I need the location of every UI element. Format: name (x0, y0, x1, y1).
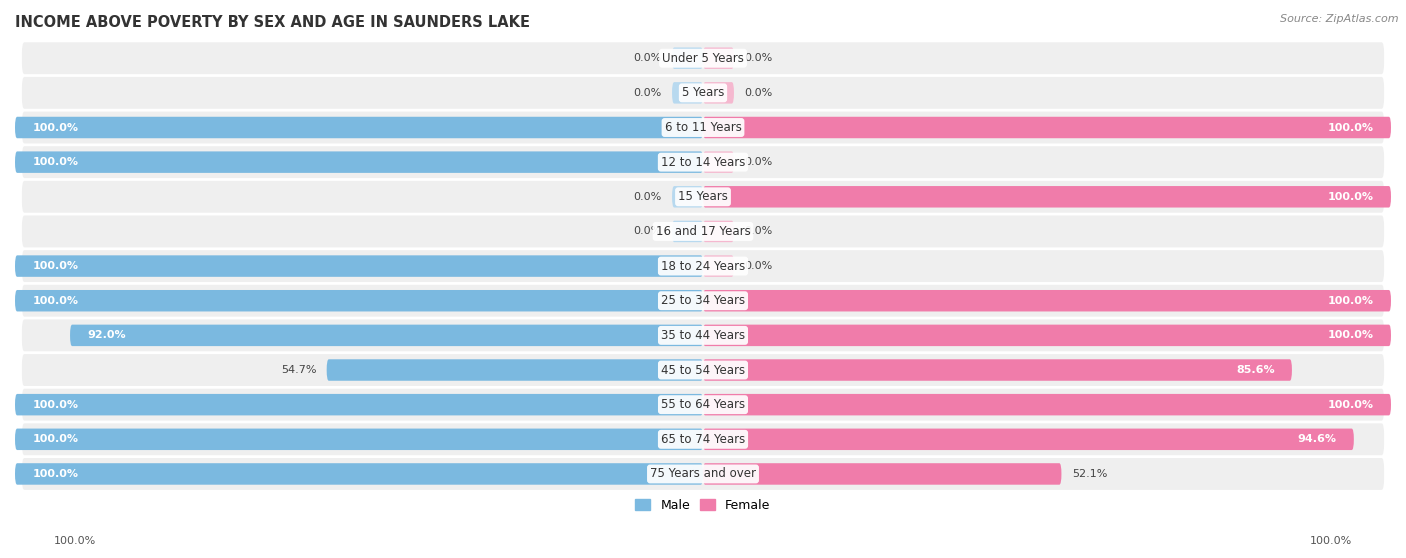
Text: 6 to 11 Years: 6 to 11 Years (665, 121, 741, 134)
Text: 100.0%: 100.0% (32, 469, 79, 479)
Text: 0.0%: 0.0% (634, 88, 662, 98)
Text: 100.0%: 100.0% (1310, 536, 1353, 546)
FancyBboxPatch shape (703, 82, 734, 104)
FancyBboxPatch shape (22, 42, 1384, 74)
FancyBboxPatch shape (15, 463, 703, 485)
FancyBboxPatch shape (15, 290, 703, 311)
FancyBboxPatch shape (15, 117, 703, 138)
FancyBboxPatch shape (22, 250, 1384, 282)
FancyBboxPatch shape (22, 319, 1384, 352)
FancyBboxPatch shape (15, 256, 703, 277)
Text: 100.0%: 100.0% (1327, 330, 1374, 340)
Text: 0.0%: 0.0% (744, 88, 772, 98)
FancyBboxPatch shape (703, 256, 734, 277)
Text: 0.0%: 0.0% (744, 227, 772, 237)
FancyBboxPatch shape (703, 186, 1391, 208)
Text: 55 to 64 Years: 55 to 64 Years (661, 398, 745, 411)
FancyBboxPatch shape (703, 290, 1391, 311)
FancyBboxPatch shape (22, 458, 1384, 490)
FancyBboxPatch shape (15, 394, 703, 415)
FancyBboxPatch shape (672, 186, 703, 208)
FancyBboxPatch shape (703, 151, 734, 173)
FancyBboxPatch shape (22, 285, 1384, 316)
FancyBboxPatch shape (672, 47, 703, 69)
FancyBboxPatch shape (672, 221, 703, 242)
Text: 18 to 24 Years: 18 to 24 Years (661, 259, 745, 272)
Text: 94.6%: 94.6% (1298, 434, 1337, 444)
Text: Under 5 Years: Under 5 Years (662, 52, 744, 65)
FancyBboxPatch shape (22, 77, 1384, 109)
Text: 100.0%: 100.0% (32, 123, 79, 132)
FancyBboxPatch shape (22, 146, 1384, 178)
FancyBboxPatch shape (703, 429, 1354, 450)
FancyBboxPatch shape (22, 389, 1384, 421)
Text: 0.0%: 0.0% (634, 192, 662, 202)
Text: 100.0%: 100.0% (32, 296, 79, 306)
Text: 54.7%: 54.7% (281, 365, 316, 375)
Text: 45 to 54 Years: 45 to 54 Years (661, 363, 745, 377)
Text: 25 to 34 Years: 25 to 34 Years (661, 294, 745, 307)
FancyBboxPatch shape (22, 112, 1384, 143)
FancyBboxPatch shape (703, 221, 734, 242)
FancyBboxPatch shape (703, 463, 1062, 485)
Text: 100.0%: 100.0% (1327, 192, 1374, 202)
Text: 0.0%: 0.0% (634, 53, 662, 63)
FancyBboxPatch shape (703, 47, 734, 69)
Text: 52.1%: 52.1% (1071, 469, 1107, 479)
Text: 5 Years: 5 Years (682, 86, 724, 99)
Text: 0.0%: 0.0% (634, 227, 662, 237)
FancyBboxPatch shape (15, 151, 703, 173)
Text: 15 Years: 15 Years (678, 190, 728, 203)
Text: 100.0%: 100.0% (1327, 123, 1374, 132)
Text: 92.0%: 92.0% (87, 330, 127, 340)
Text: 0.0%: 0.0% (744, 261, 772, 271)
Text: 75 Years and over: 75 Years and over (650, 468, 756, 480)
FancyBboxPatch shape (22, 354, 1384, 386)
Text: 100.0%: 100.0% (32, 261, 79, 271)
Text: 65 to 74 Years: 65 to 74 Years (661, 433, 745, 446)
FancyBboxPatch shape (326, 359, 703, 381)
Text: Source: ZipAtlas.com: Source: ZipAtlas.com (1281, 14, 1399, 24)
FancyBboxPatch shape (22, 215, 1384, 247)
Text: 100.0%: 100.0% (32, 434, 79, 444)
FancyBboxPatch shape (22, 181, 1384, 213)
Text: 12 to 14 Years: 12 to 14 Years (661, 156, 745, 169)
FancyBboxPatch shape (22, 424, 1384, 455)
FancyBboxPatch shape (703, 394, 1391, 415)
FancyBboxPatch shape (70, 325, 703, 346)
FancyBboxPatch shape (703, 325, 1391, 346)
FancyBboxPatch shape (703, 359, 1292, 381)
Text: 0.0%: 0.0% (744, 157, 772, 167)
Legend: Male, Female: Male, Female (630, 493, 776, 517)
Text: 100.0%: 100.0% (53, 536, 96, 546)
Text: 100.0%: 100.0% (1327, 296, 1374, 306)
Text: INCOME ABOVE POVERTY BY SEX AND AGE IN SAUNDERS LAKE: INCOME ABOVE POVERTY BY SEX AND AGE IN S… (15, 15, 530, 30)
FancyBboxPatch shape (672, 82, 703, 104)
Text: 0.0%: 0.0% (744, 53, 772, 63)
Text: 16 and 17 Years: 16 and 17 Years (655, 225, 751, 238)
Text: 100.0%: 100.0% (32, 400, 79, 410)
FancyBboxPatch shape (703, 117, 1391, 138)
Text: 85.6%: 85.6% (1236, 365, 1275, 375)
Text: 100.0%: 100.0% (1327, 400, 1374, 410)
Text: 35 to 44 Years: 35 to 44 Years (661, 329, 745, 342)
FancyBboxPatch shape (15, 429, 703, 450)
Text: 100.0%: 100.0% (32, 157, 79, 167)
